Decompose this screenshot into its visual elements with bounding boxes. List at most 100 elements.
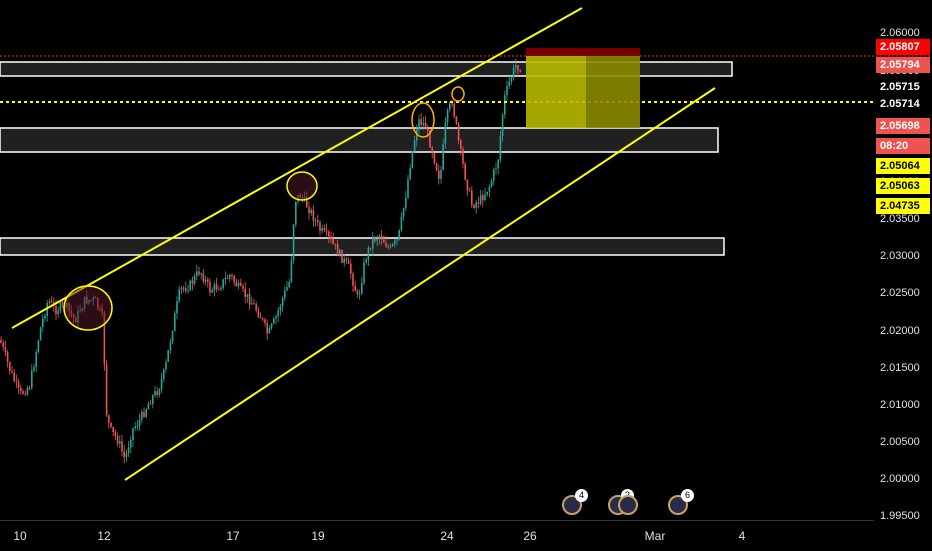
candle-body bbox=[339, 249, 341, 256]
time-axis[interactable]: 10 12 17 19 24 26 Mar 4 bbox=[0, 520, 874, 551]
candle bbox=[138, 413, 141, 431]
sr-zone-2 bbox=[0, 127, 719, 153]
x-tick-label: 10 bbox=[13, 529, 27, 543]
candle bbox=[284, 286, 286, 302]
candle bbox=[365, 257, 367, 266]
candle bbox=[152, 394, 154, 409]
candle-body bbox=[482, 195, 484, 201]
candle bbox=[226, 274, 229, 280]
candle bbox=[149, 399, 152, 405]
candle bbox=[444, 116, 447, 149]
candle bbox=[484, 187, 486, 202]
candle-body bbox=[143, 411, 145, 417]
candle-body bbox=[160, 378, 163, 390]
candle-body bbox=[48, 301, 51, 303]
candle bbox=[350, 258, 352, 279]
candle-body bbox=[396, 239, 398, 241]
candle bbox=[378, 233, 381, 245]
candle bbox=[402, 207, 405, 221]
candle-body bbox=[277, 310, 279, 317]
candle bbox=[460, 138, 462, 156]
candle-body bbox=[114, 432, 117, 437]
candle bbox=[387, 243, 389, 250]
price-label: 2.05063 bbox=[876, 178, 930, 194]
candle bbox=[156, 386, 158, 398]
candle-body bbox=[407, 179, 409, 198]
candle bbox=[180, 286, 183, 295]
candle-body bbox=[152, 395, 154, 404]
candle bbox=[424, 115, 427, 130]
candle-body bbox=[145, 409, 147, 417]
candle-body bbox=[457, 123, 460, 141]
candle-body bbox=[163, 369, 165, 379]
candle-body bbox=[497, 159, 499, 169]
candle bbox=[123, 444, 125, 464]
candle bbox=[26, 385, 29, 396]
sr-zone-3 bbox=[0, 237, 725, 256]
candle-body bbox=[112, 427, 114, 433]
candle-body bbox=[209, 281, 211, 293]
drawings bbox=[0, 7, 874, 481]
candle bbox=[312, 204, 315, 227]
price-label: 2.05807 bbox=[876, 39, 930, 55]
candle-body bbox=[486, 191, 488, 195]
channel-lower-line bbox=[124, 87, 716, 481]
candle bbox=[479, 189, 482, 206]
candle-body bbox=[28, 388, 31, 390]
y-tick-label: 2.00000 bbox=[880, 473, 920, 486]
candle-body bbox=[42, 318, 44, 328]
candle-body bbox=[350, 263, 352, 274]
candle bbox=[17, 378, 20, 395]
candle bbox=[24, 390, 26, 397]
candle-body bbox=[475, 202, 477, 208]
candle bbox=[182, 286, 185, 293]
candle-body bbox=[493, 169, 495, 181]
candle bbox=[134, 421, 136, 431]
candle-body bbox=[13, 372, 15, 382]
candle bbox=[4, 340, 7, 357]
candle bbox=[259, 312, 262, 319]
candle-body bbox=[336, 244, 339, 256]
candle-body bbox=[442, 143, 444, 170]
candle bbox=[39, 326, 42, 341]
candle-body bbox=[35, 351, 37, 367]
candle bbox=[59, 300, 62, 314]
candle-body bbox=[424, 122, 427, 130]
candle-body bbox=[39, 327, 42, 341]
candle-body bbox=[240, 282, 242, 286]
candle-body bbox=[427, 129, 429, 131]
candle bbox=[237, 279, 240, 290]
candle-body bbox=[446, 109, 449, 123]
candle bbox=[499, 130, 502, 163]
candle bbox=[193, 273, 196, 286]
candle bbox=[515, 58, 517, 73]
candle-body bbox=[506, 85, 508, 96]
candle bbox=[231, 273, 233, 280]
candle bbox=[457, 121, 460, 145]
candle bbox=[473, 203, 475, 210]
candle-body bbox=[380, 235, 383, 240]
candle-body bbox=[378, 235, 381, 239]
price-axis[interactable]: 2.060002.055002.050002.045002.040002.035… bbox=[874, 0, 932, 522]
candle bbox=[207, 276, 209, 288]
candle-body bbox=[435, 163, 438, 171]
candle bbox=[330, 231, 332, 244]
candle-body bbox=[226, 278, 229, 280]
candle-body bbox=[363, 262, 365, 283]
candle bbox=[488, 184, 491, 198]
economic-event-icon[interactable] bbox=[618, 495, 638, 515]
price-label: 2.05064 bbox=[876, 158, 930, 174]
candle-body bbox=[409, 167, 411, 180]
candle bbox=[2, 339, 4, 351]
candle-body bbox=[198, 271, 200, 275]
candle-body bbox=[512, 67, 515, 78]
candle bbox=[317, 214, 319, 227]
candle bbox=[189, 279, 191, 292]
candle bbox=[191, 276, 194, 291]
candle bbox=[251, 297, 253, 305]
candle bbox=[339, 248, 341, 258]
candle-body bbox=[125, 453, 128, 458]
candle-body bbox=[270, 323, 273, 328]
candle-body bbox=[319, 222, 321, 231]
